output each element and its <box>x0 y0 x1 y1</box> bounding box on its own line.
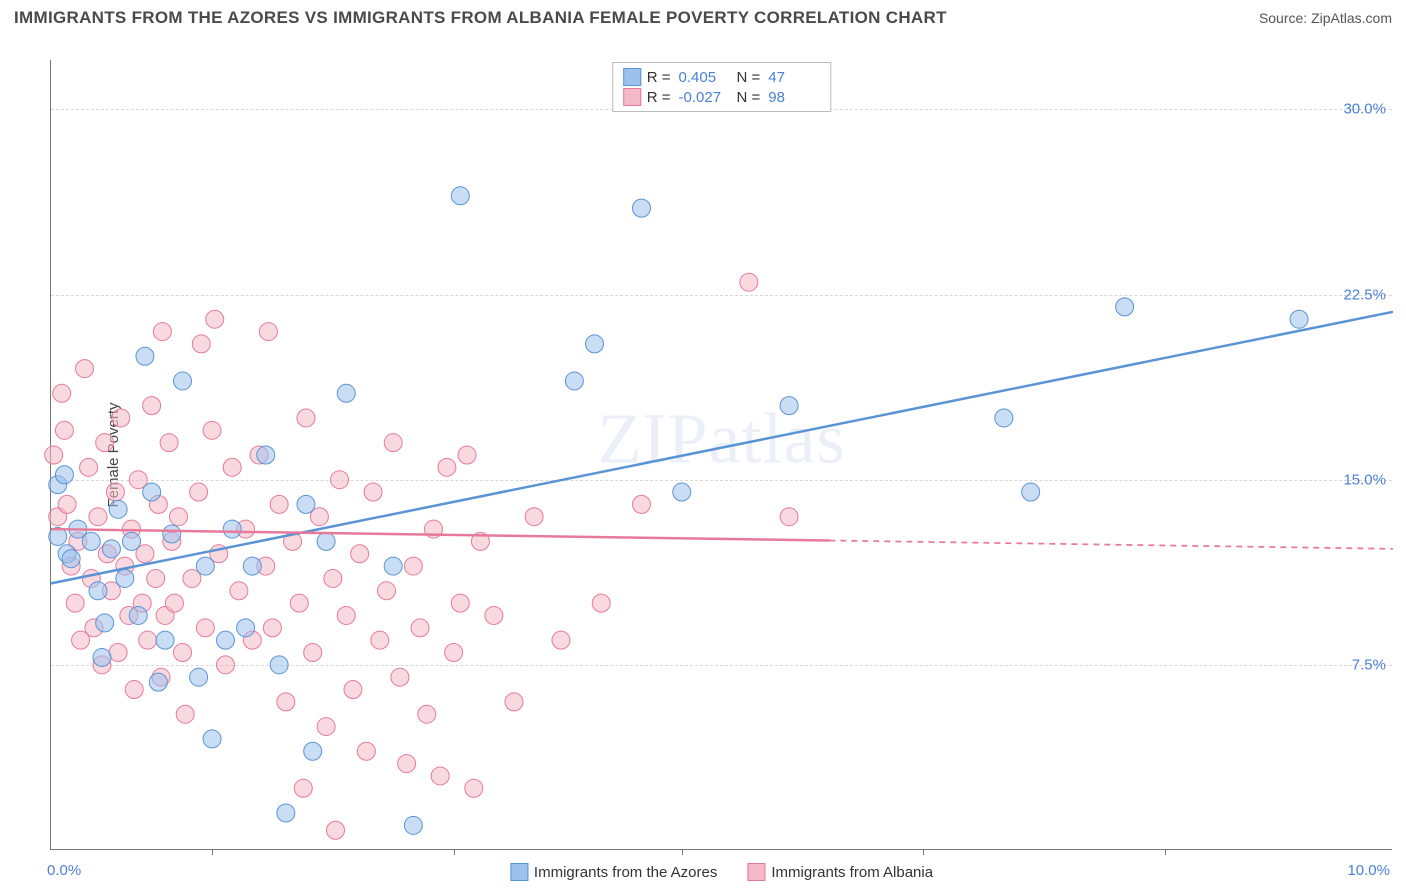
legend-swatch-azores <box>623 68 641 86</box>
x-axis-max-label: 10.0% <box>1347 862 1390 879</box>
legend-n-label-1: N = <box>737 69 761 86</box>
legend-r-value-2: -0.027 <box>679 89 731 106</box>
legend-bottom-swatch-albania <box>747 863 765 881</box>
chart-title: IMMIGRANTS FROM THE AZORES VS IMMIGRANTS… <box>14 8 947 28</box>
legend-stats-row-2: R = -0.027 N = 98 <box>623 87 821 107</box>
legend-item-azores: Immigrants from the Azores <box>510 863 717 881</box>
legend-stats-box: R = 0.405 N = 47 R = -0.027 N = 98 <box>612 62 832 112</box>
legend-n-value-2: 98 <box>768 89 820 106</box>
legend-r-label-2: R = <box>647 89 671 106</box>
x-axis-min-label: 0.0% <box>47 862 81 879</box>
header-bar: IMMIGRANTS FROM THE AZORES VS IMMIGRANTS… <box>0 0 1406 32</box>
legend-swatch-albania <box>623 88 641 106</box>
legend-r-label-1: R = <box>647 69 671 86</box>
legend-r-value-1: 0.405 <box>679 69 731 86</box>
chart-plot-area: Female Poverty ZIPatlas 7.5%15.0%22.5%30… <box>50 60 1392 850</box>
legend-bottom-label-albania: Immigrants from Albania <box>771 864 933 881</box>
legend-item-albania: Immigrants from Albania <box>747 863 933 881</box>
legend-n-value-1: 47 <box>768 69 820 86</box>
scatter-svg <box>51 60 1392 849</box>
legend-bottom-swatch-azores <box>510 863 528 881</box>
legend-n-label-2: N = <box>737 89 761 106</box>
legend-stats-row-1: R = 0.405 N = 47 <box>623 67 821 87</box>
legend-series-box: Immigrants from the Azores Immigrants fr… <box>510 863 933 881</box>
source-attribution: Source: ZipAtlas.com <box>1259 10 1392 26</box>
legend-bottom-label-azores: Immigrants from the Azores <box>534 864 717 881</box>
